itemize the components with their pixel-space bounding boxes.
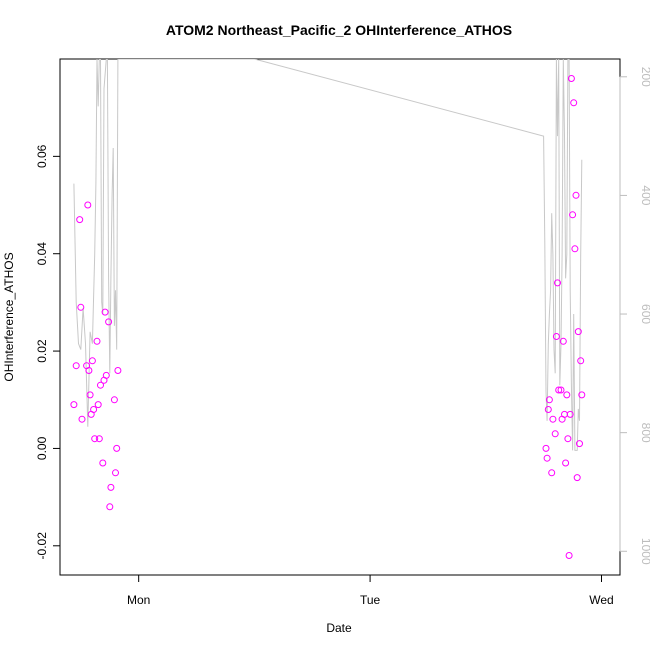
y-tick-label: 0.06 [35,144,49,168]
data-point [555,386,563,394]
data-point [572,191,580,199]
y-axis-left: -0.02 0.00 0.02 0.04 0.06 [35,144,61,560]
y-tick-label: 0.04 [35,242,49,266]
data-point [70,401,78,409]
data-point [573,474,581,482]
y2-tick-label: 600 [639,304,650,324]
data-point [554,279,561,287]
y-tick-label: -0.02 [35,532,49,560]
data-point [112,469,119,477]
data-point [93,337,101,345]
data-point [110,396,118,404]
data-point [577,357,585,365]
data-point [97,381,104,389]
data-point [563,391,571,399]
data-point [106,503,114,511]
data-point [562,459,570,467]
data-point [566,410,574,418]
data-point [88,357,96,365]
y2-tick-label: 800 [639,423,650,443]
series-line [73,59,583,451]
data-point [114,367,122,374]
data-point [561,410,568,418]
data-point [570,99,578,107]
data-point [113,444,121,452]
data-point [569,211,577,219]
data-point [84,201,92,209]
x-axis: Mon Tue Wed [127,574,614,607]
data-point [567,75,575,82]
data-point [101,308,109,316]
data-point [72,362,80,370]
data-point [557,386,565,394]
data-point [543,454,551,462]
data-point [94,401,102,409]
chart-title: ATOM2 Northeast_Pacific_2 OHInterference… [166,22,512,38]
data-point [90,406,98,413]
data-point [78,415,86,423]
x-tick-label: Mon [127,593,150,607]
data-point [105,318,113,326]
data-point [107,483,115,491]
x-tick-label: Tue [360,593,381,607]
data-point [544,406,552,413]
data-point [77,303,85,311]
data-point [564,435,572,443]
y-tick-label: 0.02 [35,339,49,363]
data-point [559,337,567,345]
y-axis-right: 200 400 600 800 1000 [619,67,650,565]
data-point [542,444,550,452]
data-point [565,552,573,559]
data-point [99,459,107,467]
y-axis-label: OHInterference_ATHOS [2,252,16,381]
y2-tick-label: 1000 [639,538,650,565]
plot-frame [59,58,621,576]
y2-tick-label: 400 [639,185,650,205]
data-point [551,430,559,438]
data-point [76,216,84,224]
data-point [549,415,557,423]
data-point [95,435,103,443]
data-point [91,435,99,443]
y2-tick-label: 200 [639,67,650,87]
data-point [552,333,560,340]
data-point [571,245,579,253]
x-axis-label: Date [326,621,352,635]
data-point [548,469,556,477]
x-tick-label: Wed [589,593,613,607]
data-point [102,371,110,379]
plot-area [70,59,586,559]
data-point [576,440,583,448]
data-point [86,391,94,399]
y-tick-label: 0.00 [35,436,49,460]
data-point [85,367,93,374]
data-point [574,328,582,336]
data-point [545,396,553,404]
data-point [578,391,586,399]
